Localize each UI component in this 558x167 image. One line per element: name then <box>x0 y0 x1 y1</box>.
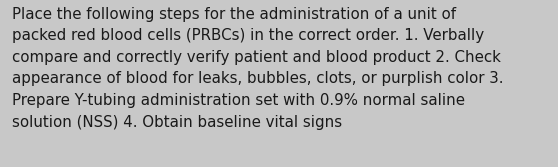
Text: Place the following steps for the administration of a unit of
packed red blood c: Place the following steps for the admini… <box>12 7 504 130</box>
